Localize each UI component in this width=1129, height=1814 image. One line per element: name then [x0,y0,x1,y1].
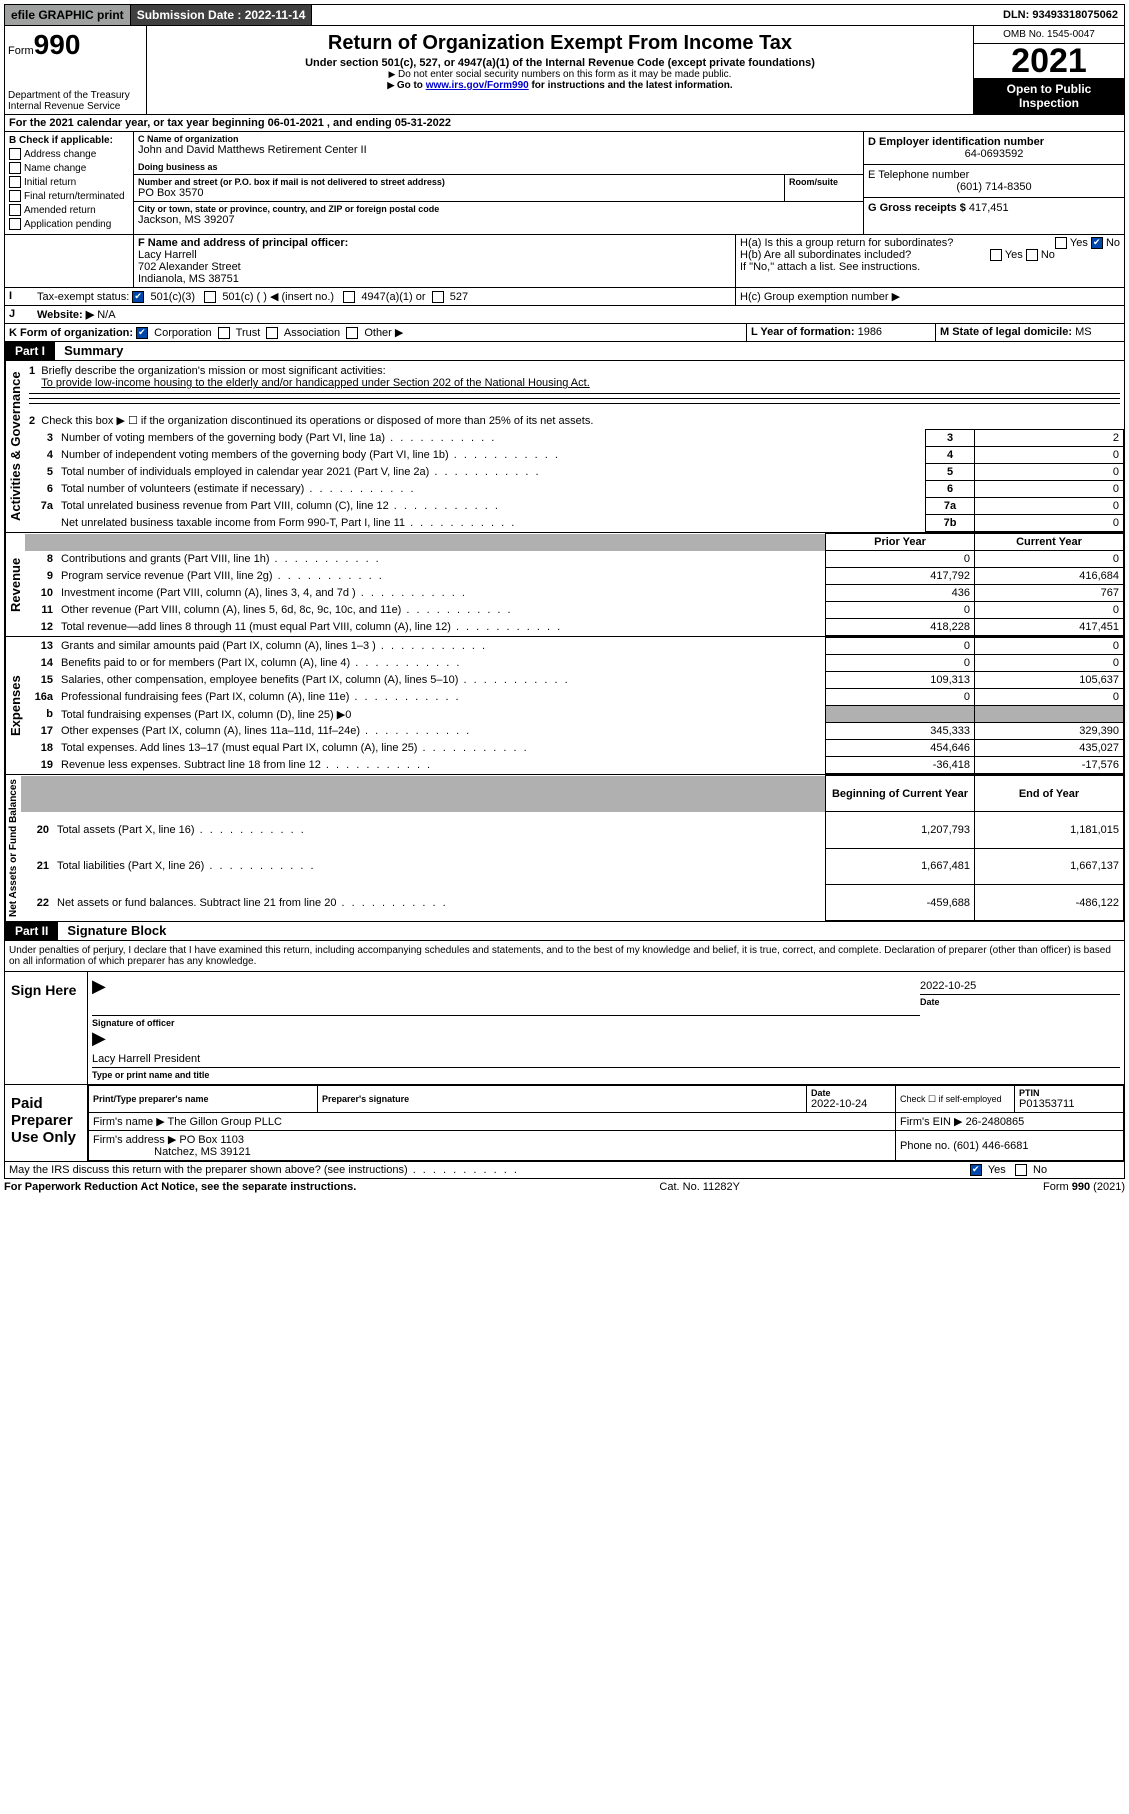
part2-header: Part II [5,922,58,940]
website-value: N/A [97,309,115,321]
part1-header: Part I [5,342,55,360]
room-label: Room/suite [789,177,859,187]
state-domicile: MS [1075,326,1092,338]
mission-label: Briefly describe the organization's miss… [41,365,385,377]
ein-value: 64-0693592 [868,148,1120,160]
firm-addr: PO Box 1103 [179,1134,244,1146]
open-public-badge: Open to Public Inspection [974,78,1124,114]
form-title: Return of Organization Exempt From Incom… [151,32,969,55]
vert-governance: Activities & Governance [5,361,25,532]
footer-left: For Paperwork Reduction Act Notice, see … [4,1181,356,1193]
addr-label: Number and street (or P.O. box if mail i… [138,177,780,187]
instructions-link[interactable]: www.irs.gov/Form990 [426,80,529,91]
org-name: John and David Matthews Retirement Cente… [138,144,859,156]
part1-title: Summary [58,343,123,358]
gross-receipts-label: G Gross receipts $ [868,202,966,214]
dba-label: Doing business as [138,162,859,172]
firm-name: The Gillon Group PLLC [168,1116,282,1128]
footer-right: Form 990 (2021) [1043,1181,1125,1193]
tax-year: 2021 [974,44,1124,78]
ptin-value: P01353711 [1019,1098,1074,1110]
officer-name-title: Lacy Harrell President [92,1051,1120,1068]
may-irs-discuss: May the IRS discuss this return with the… [5,1162,966,1178]
sig-date: 2022-10-25 [920,978,1120,995]
firm-ein: 26-2480865 [966,1116,1025,1128]
ha-question: H(a) Is this a group return for subordin… [740,237,1120,249]
governance-table: 3 Number of voting members of the govern… [25,429,1124,532]
expenses-table: 13 Grants and similar amounts paid (Part… [25,637,1124,774]
section-b: B Check if applicable: Address change Na… [5,132,134,234]
firm-phone: (601) 446-6681 [953,1140,1028,1152]
line-a: For the 2021 calendar year, or tax year … [4,115,1125,132]
penalty-text: Under penalties of perjury, I declare th… [4,941,1125,972]
officer-name: Lacy Harrell [138,249,731,261]
ein-label: D Employer identification number [868,136,1120,148]
mission-text: To provide low-income housing to the eld… [41,377,590,389]
form-org-label: K Form of organization: [9,327,133,339]
officer-label: F Name and address of principal officer: [138,237,731,249]
city-label: City or town, state or province, country… [138,204,859,214]
officer-addr2: Indianola, MS 38751 [138,273,731,285]
website-label: Website: ▶ [37,309,94,321]
paid-preparer-label: Paid Preparer Use Only [5,1085,88,1161]
year-formation: 1986 [858,326,882,338]
hb-question: H(b) Are all subordinates included? Yes … [740,249,1120,261]
sign-here-label: Sign Here [5,972,88,1084]
dept-label: Department of the Treasury [8,90,130,101]
tax-exempt-label: Tax-exempt status: [37,291,129,303]
vert-expenses: Expenses [5,637,25,774]
city-value: Jackson, MS 39207 [138,214,859,226]
gross-receipts-value: 417,451 [969,202,1009,214]
dln-label: DLN: 93493318075062 [997,6,1124,24]
org-name-label: C Name of organization [138,134,859,144]
note-ssn: Do not enter social security numbers on … [151,69,969,80]
form-subtitle: Under section 501(c), 527, or 4947(a)(1)… [151,57,969,69]
tax-year-range: For the 2021 calendar year, or tax year … [5,115,1124,131]
part2-title: Signature Block [61,923,166,938]
hb-note: If "No," attach a list. See instructions… [740,261,1120,273]
officer-addr1: 702 Alexander Street [138,261,731,273]
vert-balances: Net Assets or Fund Balances [5,775,21,921]
top-bar: efile GRAPHIC print Submission Date : 20… [4,4,1125,26]
form-header: Form990 Department of the Treasury Inter… [4,26,1125,115]
phone-label: E Telephone number [868,169,1120,181]
hc-label: H(c) Group exemption number ▶ [735,288,1124,305]
irs-label: Internal Revenue Service [8,101,130,112]
revenue-table: Prior Year Current Year8 Contributions a… [25,533,1124,636]
note-goto: Go to www.irs.gov/Form990 for instructio… [151,80,969,91]
street-address: PO Box 3570 [138,187,780,199]
form-number: Form990 [8,29,143,61]
line2-text: Check this box ▶ ☐ if the organization d… [41,415,593,427]
balances-table: Beginning of Current Year End of Year20 … [21,775,1124,921]
phone-value: (601) 714-8350 [868,181,1120,193]
footer-mid: Cat. No. 11282Y [659,1181,740,1193]
efile-button[interactable]: efile GRAPHIC print [5,5,131,25]
vert-revenue: Revenue [5,533,25,636]
submission-date-button[interactable]: Submission Date : 2022-11-14 [131,5,313,25]
